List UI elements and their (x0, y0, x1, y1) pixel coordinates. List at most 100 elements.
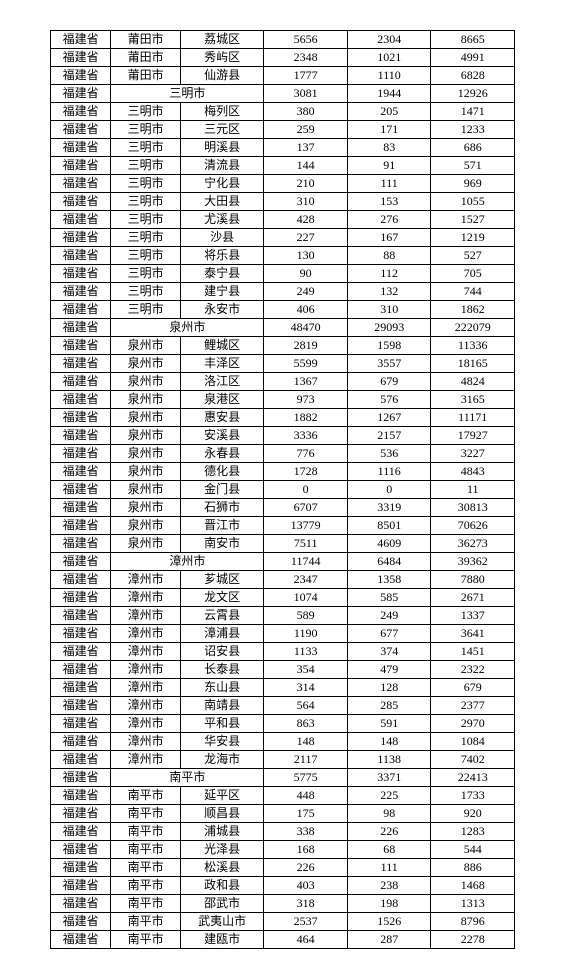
value-cell: 148 (264, 733, 348, 751)
province-cell: 福建省 (51, 841, 111, 859)
district-cell: 尤溪县 (180, 211, 264, 229)
city-cell: 漳州市 (111, 607, 181, 625)
value-cell: 36273 (431, 535, 515, 553)
district-cell: 丰泽区 (180, 355, 264, 373)
table-row: 福建省三明市泰宁县90112705 (51, 265, 515, 283)
table-row: 福建省泉州市永春县7765363227 (51, 445, 515, 463)
value-cell: 318 (264, 895, 348, 913)
value-cell: 705 (431, 265, 515, 283)
city-cell: 泉州市 (111, 337, 181, 355)
province-cell: 福建省 (51, 49, 111, 67)
district-cell: 建宁县 (180, 283, 264, 301)
value-cell: 1055 (431, 193, 515, 211)
district-cell: 清流县 (180, 157, 264, 175)
value-cell: 428 (264, 211, 348, 229)
district-cell: 芗城区 (180, 571, 264, 589)
value-cell: 564 (264, 697, 348, 715)
value-cell: 90 (264, 265, 348, 283)
value-cell: 1138 (347, 751, 431, 769)
district-cell: 南安市 (180, 535, 264, 553)
value-cell: 30813 (431, 499, 515, 517)
value-cell: 1882 (264, 409, 348, 427)
subtotal-cell: 漳州市 (111, 553, 264, 571)
value-cell: 576 (347, 391, 431, 409)
value-cell: 354 (264, 661, 348, 679)
city-cell: 三明市 (111, 121, 181, 139)
province-cell: 福建省 (51, 427, 111, 445)
value-cell: 144 (264, 157, 348, 175)
value-cell: 1471 (431, 103, 515, 121)
value-cell: 68 (347, 841, 431, 859)
value-cell: 48470 (264, 319, 348, 337)
city-cell: 泉州市 (111, 481, 181, 499)
value-cell: 18165 (431, 355, 515, 373)
district-cell: 光泽县 (180, 841, 264, 859)
value-cell: 11 (431, 481, 515, 499)
city-cell: 莆田市 (111, 49, 181, 67)
value-cell: 527 (431, 247, 515, 265)
value-cell: 2157 (347, 427, 431, 445)
table-row: 福建省漳州市东山县314128679 (51, 679, 515, 697)
province-cell: 福建省 (51, 769, 111, 787)
value-cell: 3371 (347, 769, 431, 787)
city-cell: 三明市 (111, 139, 181, 157)
table-row: 福建省泉州市鲤城区2819159811336 (51, 337, 515, 355)
table-row: 福建省漳州市云霄县5892491337 (51, 607, 515, 625)
value-cell: 3165 (431, 391, 515, 409)
value-cell: 6707 (264, 499, 348, 517)
city-cell: 泉州市 (111, 391, 181, 409)
value-cell: 679 (347, 373, 431, 391)
table-row: 福建省泉州市石狮市6707331930813 (51, 499, 515, 517)
table-row: 福建省漳州市平和县8635912970 (51, 715, 515, 733)
province-cell: 福建省 (51, 229, 111, 247)
district-cell: 金门县 (180, 481, 264, 499)
value-cell: 2819 (264, 337, 348, 355)
value-cell: 6484 (347, 553, 431, 571)
subtotal-cell: 泉州市 (111, 319, 264, 337)
district-cell: 明溪县 (180, 139, 264, 157)
province-cell: 福建省 (51, 175, 111, 193)
value-cell: 1944 (347, 85, 431, 103)
value-cell: 3319 (347, 499, 431, 517)
city-cell: 三明市 (111, 283, 181, 301)
table-row: 福建省南平市5775337122413 (51, 769, 515, 787)
value-cell: 1084 (431, 733, 515, 751)
value-cell: 6828 (431, 67, 515, 85)
district-cell: 洛江区 (180, 373, 264, 391)
district-cell: 龙海市 (180, 751, 264, 769)
province-cell: 福建省 (51, 895, 111, 913)
value-cell: 3641 (431, 625, 515, 643)
table-row: 福建省三明市沙县2271671219 (51, 229, 515, 247)
province-cell: 福建省 (51, 265, 111, 283)
province-cell: 福建省 (51, 373, 111, 391)
value-cell: 1133 (264, 643, 348, 661)
city-cell: 泉州市 (111, 373, 181, 391)
district-cell: 东山县 (180, 679, 264, 697)
table-row: 福建省三明市将乐县13088527 (51, 247, 515, 265)
value-cell: 677 (347, 625, 431, 643)
value-cell: 776 (264, 445, 348, 463)
district-cell: 惠安县 (180, 409, 264, 427)
table-row: 福建省三明市三元区2591711233 (51, 121, 515, 139)
value-cell: 12926 (431, 85, 515, 103)
city-cell: 泉州市 (111, 463, 181, 481)
value-cell: 226 (347, 823, 431, 841)
city-cell: 三明市 (111, 229, 181, 247)
value-cell: 11744 (264, 553, 348, 571)
city-cell: 漳州市 (111, 571, 181, 589)
district-cell: 诏安县 (180, 643, 264, 661)
table-row: 福建省三明市建宁县249132744 (51, 283, 515, 301)
value-cell: 1527 (431, 211, 515, 229)
value-cell: 88 (347, 247, 431, 265)
value-cell: 969 (431, 175, 515, 193)
province-cell: 福建省 (51, 715, 111, 733)
table-row: 福建省泉州市丰泽区5599355718165 (51, 355, 515, 373)
value-cell: 1598 (347, 337, 431, 355)
table-row: 福建省泉州市泉港区9735763165 (51, 391, 515, 409)
province-cell: 福建省 (51, 247, 111, 265)
table-row: 福建省漳州市11744648439362 (51, 553, 515, 571)
district-cell: 泰宁县 (180, 265, 264, 283)
province-cell: 福建省 (51, 679, 111, 697)
province-cell: 福建省 (51, 337, 111, 355)
province-cell: 福建省 (51, 643, 111, 661)
